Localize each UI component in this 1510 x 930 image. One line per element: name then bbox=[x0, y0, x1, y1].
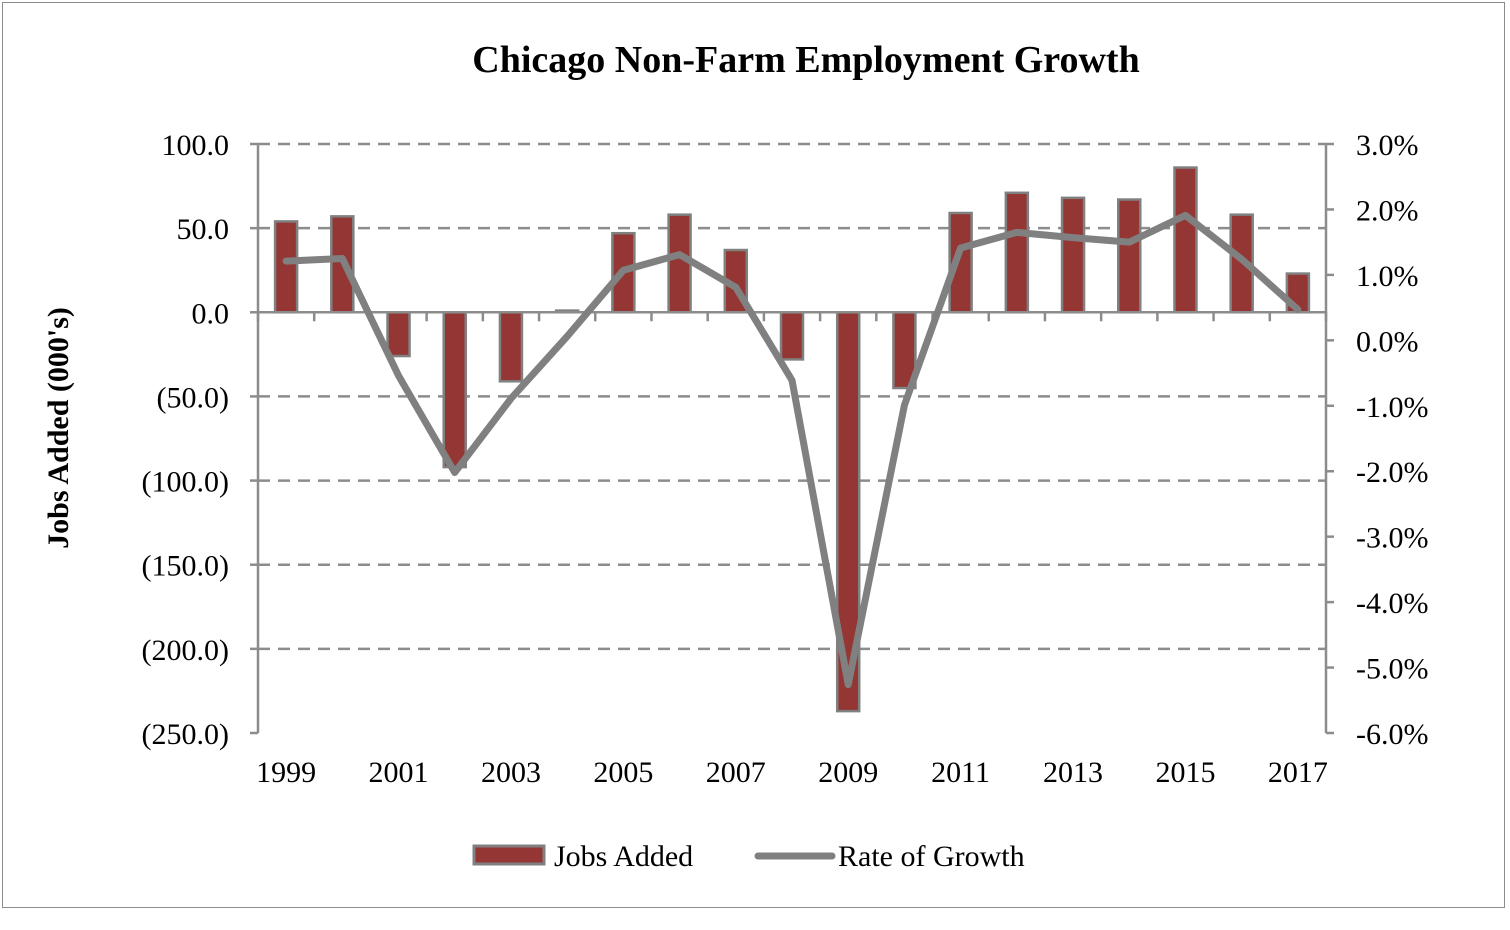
legend-label-jobs-added: Jobs Added bbox=[554, 840, 693, 873]
right-tick-label: -4.0% bbox=[1356, 587, 1428, 620]
bar-jobs-added-1999 bbox=[273, 220, 299, 314]
bar-jobs-added-2003 bbox=[498, 311, 524, 383]
right-tick-label: -3.0% bbox=[1356, 522, 1428, 555]
line-rate-of-growth bbox=[282, 211, 1302, 689]
y-axis-label: Jobs Added (000's) bbox=[42, 307, 75, 549]
left-tick-label: (150.0) bbox=[142, 550, 229, 583]
x-tick-label: 2017 bbox=[1268, 756, 1328, 789]
x-tick-label: 2005 bbox=[593, 756, 653, 789]
x-tick-label: 2015 bbox=[1155, 756, 1215, 789]
bar-jobs-added-2013 bbox=[1060, 196, 1086, 314]
chart-frame bbox=[2, 2, 1505, 908]
x-tick-label: 2007 bbox=[706, 756, 766, 789]
left-tick-label: (50.0) bbox=[157, 381, 229, 414]
x-tick-label: 2003 bbox=[481, 756, 541, 789]
chart-title: Chicago Non-Farm Employment Growth bbox=[472, 39, 1139, 81]
right-tick-label: 1.0% bbox=[1356, 260, 1419, 293]
right-tick-label: -2.0% bbox=[1356, 456, 1428, 489]
right-tick-label: 2.0% bbox=[1356, 194, 1419, 227]
x-tick-label: 2001 bbox=[369, 756, 429, 789]
bar-jobs-added-2001 bbox=[386, 311, 411, 358]
bar-jobs-added-2012 bbox=[1004, 191, 1030, 314]
left-tick-label: (100.0) bbox=[142, 466, 229, 499]
right-tick-label: -5.0% bbox=[1356, 653, 1428, 686]
legend-label-rate-of-growth: Rate of Growth bbox=[838, 840, 1025, 873]
bar-jobs-added-2008 bbox=[779, 311, 805, 361]
bar-jobs-added-2015 bbox=[1173, 166, 1198, 314]
left-tick-label: (200.0) bbox=[142, 634, 229, 667]
x-tick-label: 2011 bbox=[931, 756, 990, 789]
x-tick-label: 2009 bbox=[818, 756, 878, 789]
right-tick-label: -1.0% bbox=[1356, 391, 1428, 424]
left-tick-label: 0.0 bbox=[192, 297, 230, 330]
right-tick-label: -6.0% bbox=[1356, 718, 1428, 751]
left-tick-label: (250.0) bbox=[142, 718, 229, 751]
bar-jobs-added-2006 bbox=[667, 213, 692, 314]
left-tick-label: 50.0 bbox=[177, 213, 230, 246]
left-tick-label: 100.0 bbox=[162, 129, 230, 162]
x-tick-label: 1999 bbox=[256, 756, 316, 789]
bar-jobs-added-2014 bbox=[1117, 198, 1142, 314]
right-tick-label: 3.0% bbox=[1356, 129, 1419, 162]
x-tick-label: 2013 bbox=[1043, 756, 1103, 789]
legend-swatch-jobs-added bbox=[472, 844, 546, 866]
right-tick-label: 0.0% bbox=[1356, 325, 1419, 358]
bar-jobs-added-2002 bbox=[442, 311, 467, 469]
legend: Jobs Added Rate of Growth bbox=[472, 840, 1025, 873]
